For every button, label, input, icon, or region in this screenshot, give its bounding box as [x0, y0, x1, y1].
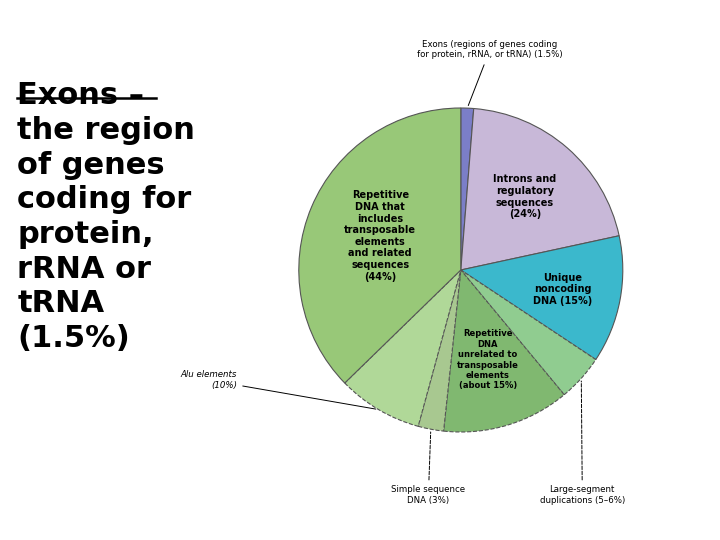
Wedge shape — [461, 109, 619, 270]
Text: Exons (regions of genes coding
for protein, rRNA, or tRNA) (1.5%): Exons (regions of genes coding for prote… — [417, 40, 563, 105]
Text: Large-segment
duplications (5–6%): Large-segment duplications (5–6%) — [540, 381, 625, 505]
Wedge shape — [444, 270, 564, 432]
Wedge shape — [299, 108, 461, 383]
Text: Repetitive
DNA
unrelated to
transposable
elements
(about 15%): Repetitive DNA unrelated to transposable… — [457, 329, 519, 390]
Wedge shape — [461, 270, 595, 395]
Wedge shape — [461, 108, 474, 270]
Wedge shape — [345, 270, 461, 426]
Text: Exons –
the region
of genes
coding for
protein,
rRNA or
tRNA
(1.5%): Exons – the region of genes coding for p… — [17, 81, 195, 353]
Text: Simple sequence
DNA (3%): Simple sequence DNA (3%) — [392, 432, 465, 505]
Text: Alu elements
(10%): Alu elements (10%) — [181, 370, 376, 409]
Wedge shape — [418, 270, 461, 431]
Text: Introns and
regulatory
sequences
(24%): Introns and regulatory sequences (24%) — [493, 174, 557, 219]
Wedge shape — [461, 236, 623, 360]
Text: Repetitive
DNA that
includes
transposable
elements
and related
sequences
(44%): Repetitive DNA that includes transposabl… — [344, 191, 416, 281]
Text: Unique
noncoding
DNA (15%): Unique noncoding DNA (15%) — [533, 273, 593, 306]
